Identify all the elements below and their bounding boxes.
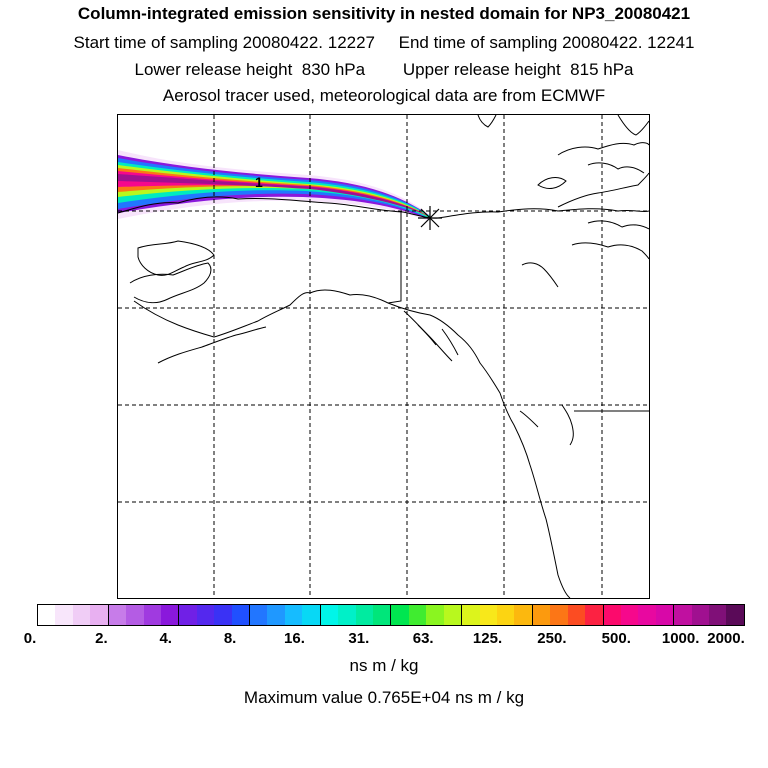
colorbar-cell [90,605,109,625]
colorbar-cell [532,605,551,625]
colorbar [37,604,745,626]
colorbar-tick-label: 1000. [661,630,700,647]
colorbar-cell [408,605,427,625]
colorbar-cell [284,605,303,625]
colorbar-cell [126,605,144,625]
colorbar-cell [462,605,480,625]
colorbar-tick-label: 8. [223,630,237,647]
colorbar-cell [638,605,656,625]
emission-plume: 1 [118,150,430,221]
release-height-line: Lower release height 830 hPa Upper relea… [134,60,634,79]
colorbar-tick-label: 4. [159,630,172,647]
colorbar-cell [72,605,91,625]
colorbar-cell [55,605,73,625]
colorbar-cell [479,605,497,625]
colorbar-cell [674,605,692,625]
colorbar-cell [196,605,215,625]
colorbar-cell [160,605,180,625]
political-borders [387,212,649,412]
colorbar-cell [108,605,127,625]
colorbar-cell [709,605,727,625]
map-canvas: 1 [118,115,649,598]
colorbar-cell [250,605,268,625]
colorbar-unit: ns m / kg [349,656,419,675]
colorbar-cell [726,605,744,625]
colorbar-tick-label: 500. [601,630,631,647]
data-source-line: Aerosol tracer used, meteorological data… [162,86,606,105]
colorbar-tick-label: 2000. [707,630,745,647]
colorbar-tick-label: 2. [95,630,108,647]
plot-title: Column-integrated emission sensitivity i… [77,4,691,23]
colorbar-cell [443,605,463,625]
colorbar-tick-label: 31. [348,630,370,647]
colorbar-tick-label: 125. [472,630,503,647]
coastlines [118,115,649,598]
colorbar-tick-label: 16. [284,630,305,647]
colorbar-cell [267,605,285,625]
colorbar-cell [231,605,251,625]
colorbar-cell [302,605,321,625]
colorbar-cell [320,605,339,625]
colorbar-cell [373,605,392,625]
colorbar-cell [496,605,515,625]
colorbar-cell [550,605,568,625]
sampling-time-line: Start time of sampling 20080422. 12227 E… [73,33,695,52]
colorbar-cell [391,605,409,625]
colorbar-tick-label: 63. [412,630,434,647]
colorbar-cell [691,605,710,625]
colorbar-cell [514,605,533,625]
colorbar-cell [655,605,675,625]
colorbar-cell [214,605,232,625]
colorbar-tick-label: 250. [537,630,567,647]
colorbar-cell [620,605,639,625]
colorbar-cell [567,605,586,625]
colorbar-cell [355,605,374,625]
map-frame: 1 [117,114,650,599]
colorbar-cell [38,605,56,625]
colorbar-cell [426,605,444,625]
colorbar-tick-labels: 0. 2. 4. 8. 16. 31. 63. 125. 250. 500. 1000. 2000. [0,630,768,650]
star-icon [418,206,442,230]
colorbar-cell [179,605,197,625]
colorbar-cell [338,605,356,625]
contour-label: 1 [255,174,263,190]
maximum-value: Maximum value 0.765E+04 ns m / kg [243,688,525,707]
colorbar-cell [143,605,161,625]
colorbar-cell [603,605,621,625]
colorbar-tick-label: 0. [23,630,37,647]
colorbar-cell [585,605,604,625]
